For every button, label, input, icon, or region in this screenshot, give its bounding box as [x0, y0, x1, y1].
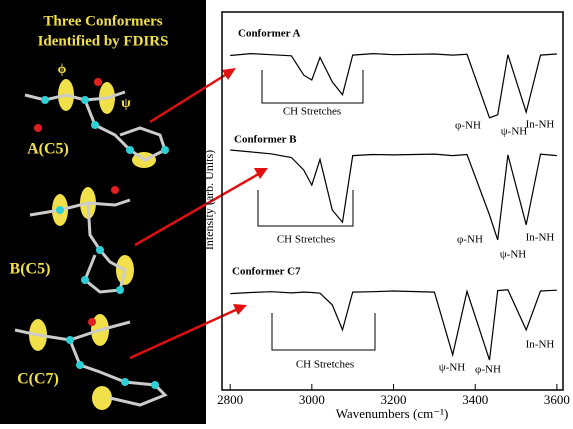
figure: Three Conformers Identified by FDIRS ϕ ψ… — [0, 0, 573, 424]
annotation: CH Stretches — [283, 106, 341, 118]
angle-label: ψ — [121, 96, 131, 111]
x-tick-label: 3200 — [381, 392, 407, 407]
x-tick-label: 3600 — [544, 392, 570, 407]
y-axis-label: Intensity (arb. Units) — [202, 150, 216, 250]
angle-label: ϕ — [58, 62, 67, 77]
legend-label: Conformer A — [238, 28, 300, 40]
x-tick-label: 2800 — [217, 392, 243, 407]
x-tick-label: 3400 — [462, 392, 488, 407]
annotation: In-NH — [526, 232, 555, 244]
annotation: In-NH — [526, 119, 555, 131]
conformer-label: B(C5) — [10, 261, 51, 278]
legend-label: Conformer B — [234, 134, 297, 146]
annotation: CH Stretches — [277, 234, 335, 246]
panel-title: Identified by FDIRS — [38, 33, 169, 49]
annotation: φ-NH — [475, 364, 501, 376]
legend-label: Conformer C7 — [232, 266, 301, 278]
molecule-panel — [0, 0, 206, 424]
annotation: CH Stretches — [296, 359, 354, 371]
annotation: ψ-NH — [500, 249, 526, 261]
conformer-label: A(C5) — [27, 141, 69, 158]
panel-title: Three Conformers — [43, 13, 162, 29]
annotation: φ-NH — [455, 120, 481, 132]
conformer-label: C(C7) — [17, 371, 59, 388]
annotation: ψ-NH — [439, 362, 465, 374]
x-axis-label: Wavenumbers (cm⁻¹) — [336, 406, 449, 421]
x-tick-label: 3000 — [299, 392, 325, 407]
annotation: φ-NH — [457, 234, 483, 246]
annotation: In-NH — [526, 339, 555, 351]
annotation: ψ-NH — [501, 126, 527, 138]
